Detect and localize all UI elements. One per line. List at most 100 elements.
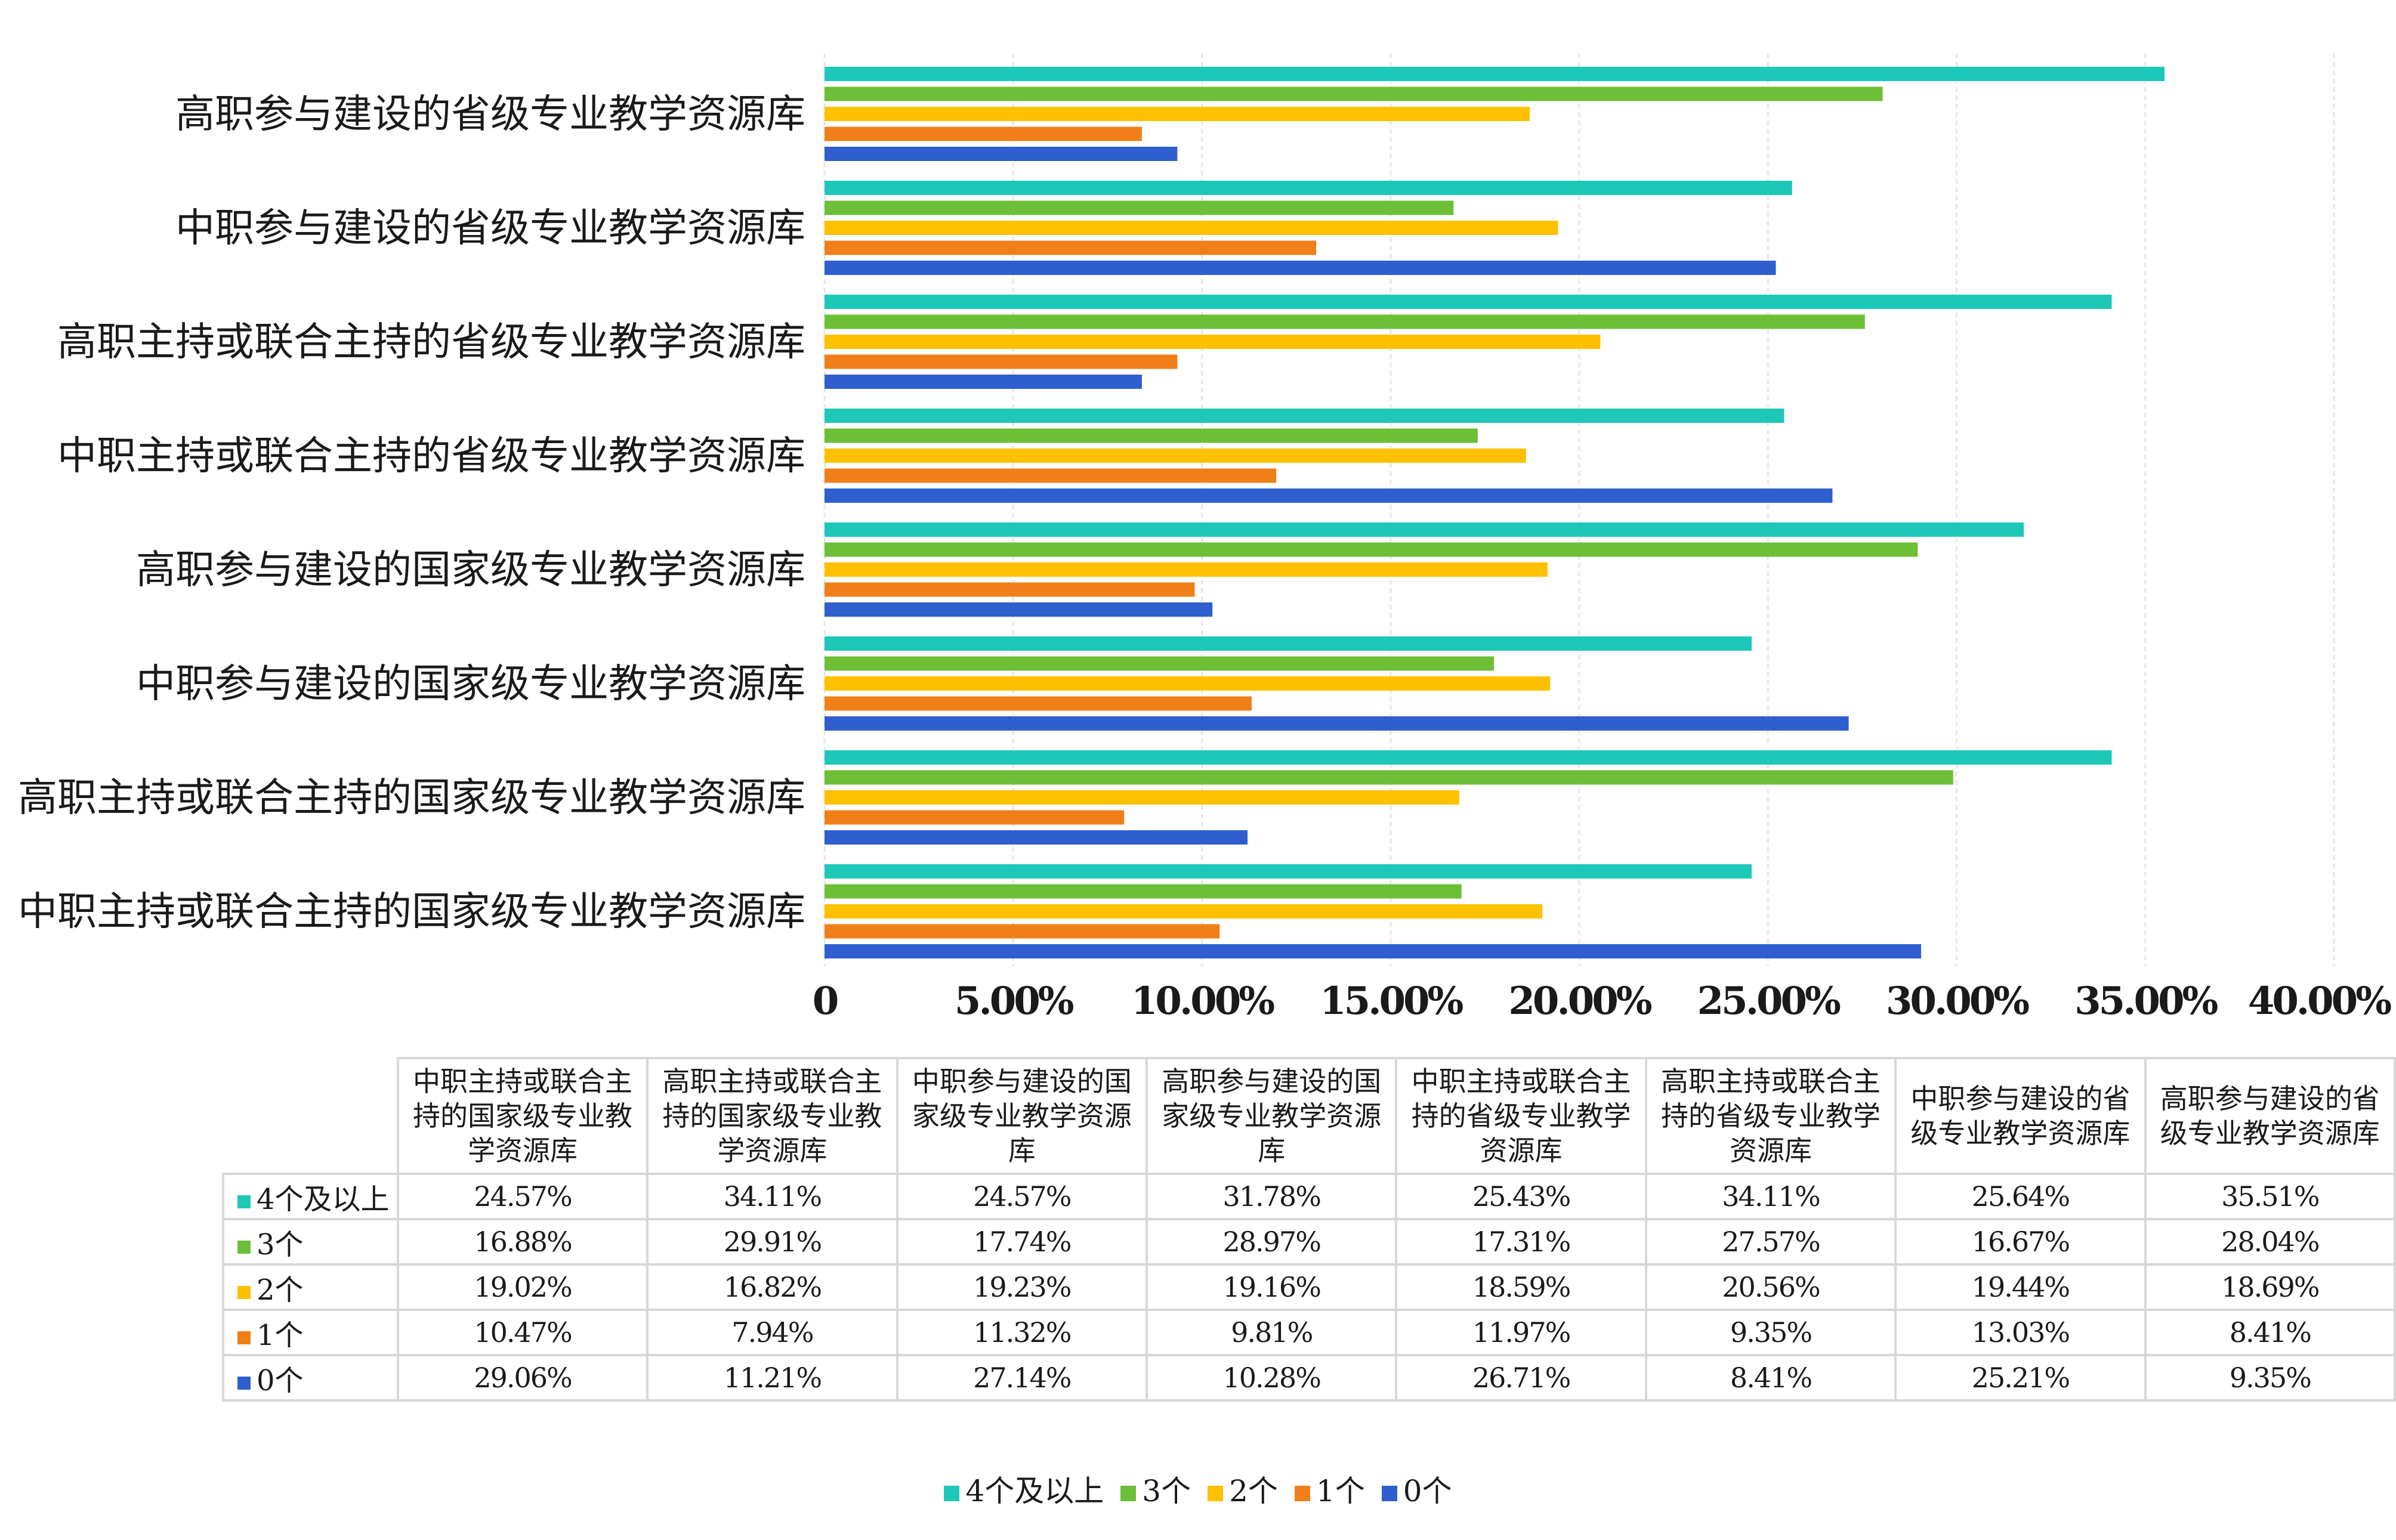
bar xyxy=(825,810,1125,825)
bar xyxy=(825,522,2024,537)
table-cell: 19.02% xyxy=(396,1263,649,1311)
bar xyxy=(825,468,1277,483)
category-label: 高职主持或联合主持的省级专业教学资源库 xyxy=(57,319,805,365)
row-label: 4个及以上 xyxy=(257,1183,390,1216)
bar xyxy=(825,790,1459,805)
legend-label: 1个 xyxy=(1316,1474,1365,1508)
series-swatch xyxy=(237,1240,251,1254)
bar xyxy=(825,562,1548,577)
table-row-header: 3个 xyxy=(222,1218,399,1266)
bar xyxy=(825,261,1776,275)
x-tick-label: 5.00% xyxy=(955,979,1074,1023)
row-label: 3个 xyxy=(257,1228,304,1261)
table-corner xyxy=(223,1058,399,1175)
table-cell: 34.11% xyxy=(1644,1173,1897,1220)
table-row: 2个 19.02% 16.82% 19.23% 19.16% 18.59% 20.56% 19… xyxy=(222,1263,2396,1311)
table-cell: 28.04% xyxy=(2144,1218,2396,1266)
table-row: 1个 10.47% 7.94% 11.32% 9.81% 11.97% 9.35% 13.03… xyxy=(222,1309,2396,1356)
x-tick-label: 10.00% xyxy=(1131,979,1274,1023)
category-label: 中职参与建设的省级专业教学资源库 xyxy=(175,205,805,251)
table-cell: 10.28% xyxy=(1145,1354,1398,1402)
bars xyxy=(825,67,2165,958)
table-column-header: 中职主持或联合主持的国家级专业教学资源库 xyxy=(396,1057,649,1175)
table-cell: 28.97% xyxy=(1145,1218,1398,1266)
legend-swatch xyxy=(1294,1486,1310,1501)
table-cell: 19.44% xyxy=(1894,1263,2147,1311)
series-swatch xyxy=(237,1285,251,1299)
legend-item: 4个及以上 xyxy=(944,1467,1104,1510)
bar xyxy=(825,656,1495,671)
table-cell: 24.57% xyxy=(896,1173,1148,1220)
table-cell: 8.41% xyxy=(2144,1309,2396,1356)
bar xyxy=(825,126,1142,141)
legend-swatch xyxy=(944,1486,960,1501)
table-cell: 25.43% xyxy=(1395,1173,1647,1220)
table-cell: 9.81% xyxy=(1145,1309,1398,1356)
table-cell: 11.21% xyxy=(646,1354,898,1402)
table-cell: 31.78% xyxy=(1145,1173,1398,1220)
x-tick-labels: 0 5.00% 10.00% 15.00% 20.00% 25.00% 30.00% 35.0… xyxy=(813,979,2394,1023)
bar xyxy=(825,676,1551,691)
series-swatch xyxy=(237,1331,251,1344)
table-cell: 19.16% xyxy=(1145,1263,1398,1311)
legend-label: 0个 xyxy=(1403,1474,1452,1508)
bar xyxy=(825,716,1849,731)
table-row-header: 0个 xyxy=(222,1354,399,1402)
bar xyxy=(825,67,2165,81)
legend-item: 3个 xyxy=(1120,1467,1191,1510)
table-row-header: 2个 xyxy=(222,1263,399,1311)
table-cell: 16.82% xyxy=(646,1263,898,1311)
table-cell: 9.35% xyxy=(2144,1354,2396,1402)
table-cell: 13.03% xyxy=(1894,1309,2147,1356)
row-label: 2个 xyxy=(257,1273,304,1307)
bar xyxy=(825,221,1558,235)
bar xyxy=(825,147,1178,161)
table-cell: 29.91% xyxy=(646,1218,898,1266)
x-tick-label: 20.00% xyxy=(1508,979,1651,1023)
x-tick-label: 25.00% xyxy=(1697,979,1841,1023)
table-row-header: 4个及以上 xyxy=(222,1173,399,1220)
table-row: 0个 29.06% 11.21% 27.14% 10.28% 26.71% 8.41% 25.… xyxy=(222,1354,2396,1402)
bar xyxy=(825,409,1784,423)
table-cell: 25.21% xyxy=(1894,1354,2147,1402)
table-column-header: 中职主持或联合主持的省级专业教学资源库 xyxy=(1395,1057,1647,1175)
bar xyxy=(825,770,1953,785)
bar xyxy=(825,314,1865,329)
x-tick-label: 15.00% xyxy=(1320,979,1463,1023)
table-column-header: 中职参与建设的国家级专业教学资源库 xyxy=(896,1057,1148,1175)
table-column-header: 高职主持或联合主持的国家级专业教学资源库 xyxy=(646,1057,898,1175)
table-row: 4个及以上 24.57% 34.11% 24.57% 31.78% 25.43% 34.11… xyxy=(222,1173,2396,1220)
category-label: 高职参与建设的国家级专业教学资源库 xyxy=(136,547,805,593)
table-cell: 9.35% xyxy=(1644,1309,1897,1356)
bar xyxy=(825,944,1922,958)
table-cell: 16.67% xyxy=(1894,1218,2147,1266)
bar xyxy=(825,864,1752,879)
row-label: 0个 xyxy=(257,1364,304,1397)
bar xyxy=(825,602,1213,617)
bar-chart: 高职参与建设的省级专业教学资源库中职参与建设的省级专业教学资源库高职主持或联合主… xyxy=(18,54,2394,1023)
bar xyxy=(825,750,2112,765)
table-column-header: 高职主持或联合主持的省级专业教学资源库 xyxy=(1644,1057,1897,1175)
legend-swatch xyxy=(1120,1486,1137,1501)
table-cell: 25.64% xyxy=(1894,1173,2147,1220)
bar xyxy=(825,884,1462,899)
legend-item: 2个 xyxy=(1208,1467,1278,1510)
bar xyxy=(825,86,1883,101)
bar xyxy=(825,335,1601,349)
series-swatch xyxy=(237,1376,251,1390)
bar xyxy=(825,904,1543,919)
table-cell: 11.97% xyxy=(1395,1309,1647,1356)
table-cell: 27.14% xyxy=(896,1354,1148,1402)
table-cell: 34.11% xyxy=(646,1173,898,1220)
table-column-header: 高职参与建设的省级专业教学资源库 xyxy=(2144,1057,2396,1175)
category-label: 高职主持或联合主持的国家级专业教学资源库 xyxy=(18,775,805,821)
bar xyxy=(825,449,1526,463)
category-labels: 高职参与建设的省级专业教学资源库中职参与建设的省级专业教学资源库高职主持或联合主… xyxy=(18,91,805,935)
legend-swatch xyxy=(1208,1486,1224,1501)
table-cell: 11.32% xyxy=(896,1309,1148,1356)
table-cell: 26.71% xyxy=(1395,1354,1647,1402)
table-cell: 17.31% xyxy=(1395,1218,1647,1266)
bar xyxy=(825,582,1195,597)
bar xyxy=(825,375,1142,389)
table-cell: 20.56% xyxy=(1644,1263,1897,1311)
